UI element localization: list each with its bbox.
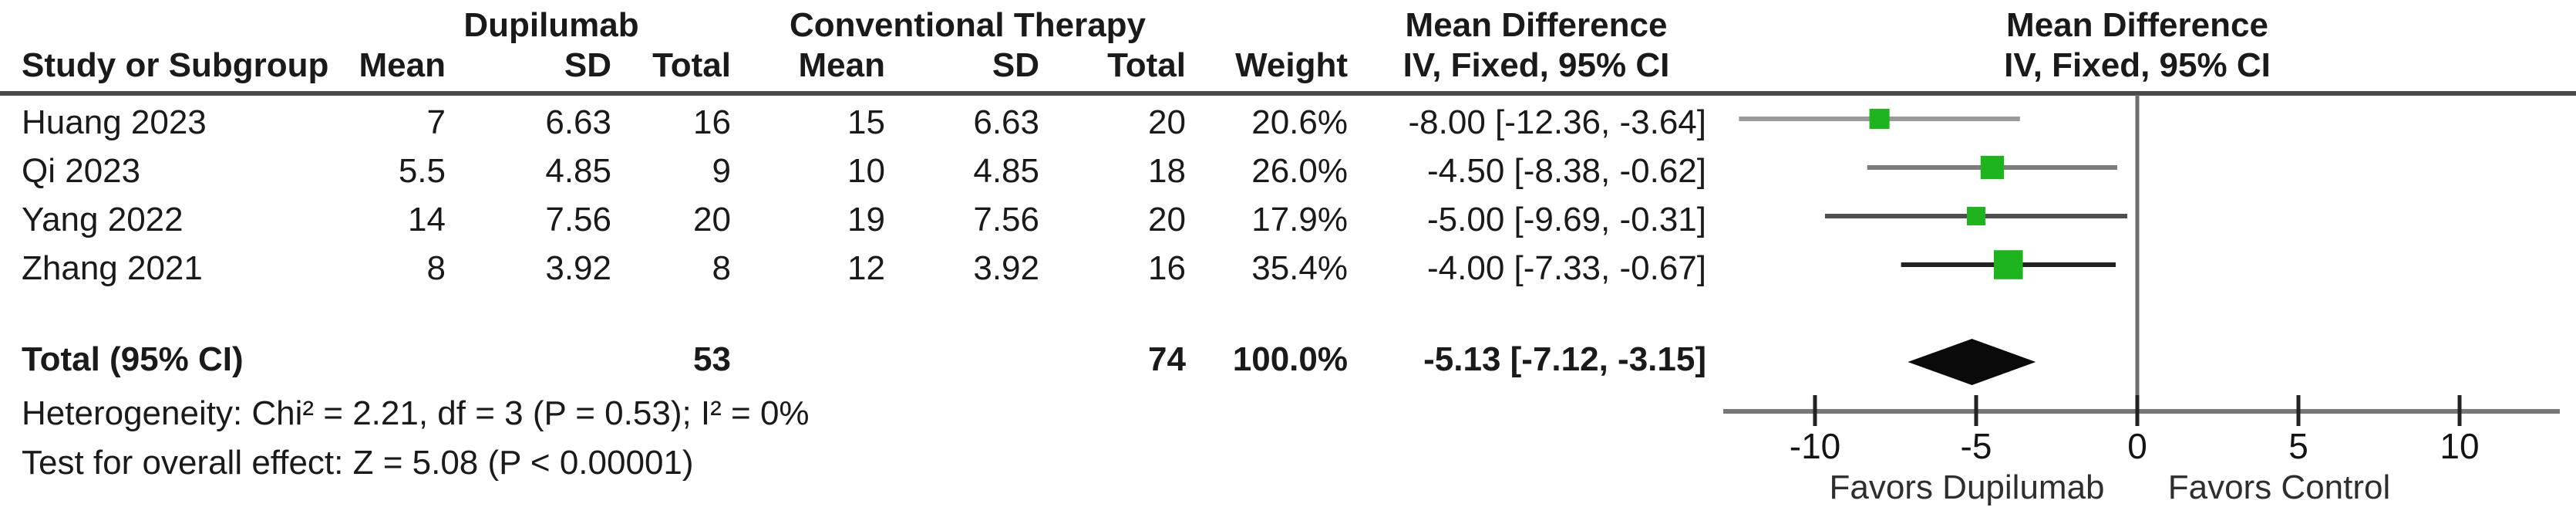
conv-sd-value: 3.92 [973,249,1039,287]
heterogeneity-text: Heterogeneity: Chi² = 2.21, df = 3 (P = … [22,394,810,432]
md-column-header-line1: Mean Difference [1405,6,1668,44]
conv-sd-value: 4.85 [973,152,1039,190]
weight-column-header: Weight [1235,46,1348,84]
pooled-diamond [1908,339,2036,385]
axis-tick-label: 5 [2288,426,2308,466]
table-row-qi-2023: Qi 2023 5.5 4.85 9 10 4.85 18 26.0% -4.5… [0,150,1716,193]
effect-square [1993,250,2023,279]
md-ci-total-text: -5.13 [-7.12, -3.15] [1423,340,1706,378]
dup-sd-value: 7.56 [545,201,611,238]
plot-header-line1: Mean Difference [2006,6,2268,44]
conv-mean-value: 10 [847,152,885,190]
conv-total-column-header: Total [1107,46,1186,84]
plot-header-line2: IV, Fixed, 95% CI [2004,46,2271,84]
md-column-header-line2: IV, Fixed, 95% CI [1402,46,1670,84]
md-ci-text: -5.00 [-9.69, -0.31] [1427,201,1706,238]
axis-tick-label: 0 [2127,426,2147,466]
dup-total-column-header: Total [652,46,731,84]
dup-total-value: 9 [712,152,731,190]
dup-total-value: 16 [693,103,731,141]
weight-value: 20.6% [1251,103,1348,141]
axis-tick-label: 10 [2440,426,2479,466]
conv-sd-value: 7.56 [973,201,1039,238]
dup-total-sum: 53 [693,340,731,378]
conv-total-value: 16 [1148,249,1186,287]
dup-mean-value: 14 [408,201,446,238]
favors-left-label: Favors Dupilumab [1829,468,2104,506]
study-column-header: Study or Subgroup [22,46,329,84]
axis-tick-label: -5 [1961,426,1992,466]
conv-mean-column-header: Mean [798,46,885,84]
table-row-huang-2023: Huang 2023 7 6.63 16 15 6.63 20 20.6% -8… [0,101,1716,144]
favors-right-label: Favors Control [2168,468,2391,506]
effect-square [1980,155,2005,180]
conv-sd-column-header: SD [992,46,1039,84]
axis-tick-label: -10 [1790,426,1840,466]
dup-sd-value: 3.92 [545,249,611,287]
conv-mean-value: 19 [847,201,885,238]
weight-value: 17.9% [1251,201,1348,238]
dup-sd-column-header: SD [564,46,611,84]
dup-total-value: 20 [693,201,731,238]
md-ci-text: -4.00 [-7.33, -0.67] [1427,249,1706,287]
study-label: Zhang 2021 [22,249,203,287]
weight-value: 35.4% [1251,249,1348,287]
md-ci-text: -4.50 [-8.38, -0.62] [1427,152,1706,190]
dup-total-value: 8 [712,249,731,287]
group-header-dupilumab: Dupilumab [463,6,639,44]
dup-mean-value: 5.5 [398,152,446,190]
conv-total-value: 20 [1148,201,1186,238]
conv-total-value: 20 [1148,103,1186,141]
study-label: Huang 2023 [22,103,207,141]
column-header-row: Study or Subgroup Mean SD Total Mean SD … [0,44,1716,87]
conv-sd-value: 6.63 [973,103,1039,141]
dup-sd-value: 4.85 [545,152,611,190]
dup-mean-column-header: Mean [359,46,446,84]
effect-square [1869,108,1890,130]
conv-mean-value: 12 [847,249,885,287]
table-row-total: Total (95% CI) 53 74 100.0% -5.13 [-7.12… [0,338,1716,381]
conv-total-value: 18 [1148,152,1186,190]
dup-mean-value: 7 [426,103,446,141]
total-label: Total (95% CI) [22,340,244,378]
md-ci-text: -8.00 [-12.36, -3.64] [1408,103,1706,141]
conv-mean-value: 15 [847,103,885,141]
table-row-zhang-2021: Zhang 2021 8 3.92 8 12 3.92 16 35.4% -4.… [0,247,1716,290]
group-header-conventional-therapy: Conventional Therapy [789,6,1147,44]
weight-total: 100.0% [1232,340,1348,378]
study-label: Yang 2022 [22,201,184,238]
conv-total-sum: 74 [1148,340,1186,378]
table-row-yang-2022: Yang 2022 14 7.56 20 19 7.56 20 17.9% -5… [0,198,1716,242]
weight-value: 26.0% [1251,152,1348,190]
dup-mean-value: 8 [426,249,446,287]
dup-sd-value: 6.63 [545,103,611,141]
effect-square [1967,207,1985,225]
overall-effect-text: Test for overall effect: Z = 5.08 (P < 0… [22,444,694,482]
study-label: Qi 2023 [22,152,141,190]
